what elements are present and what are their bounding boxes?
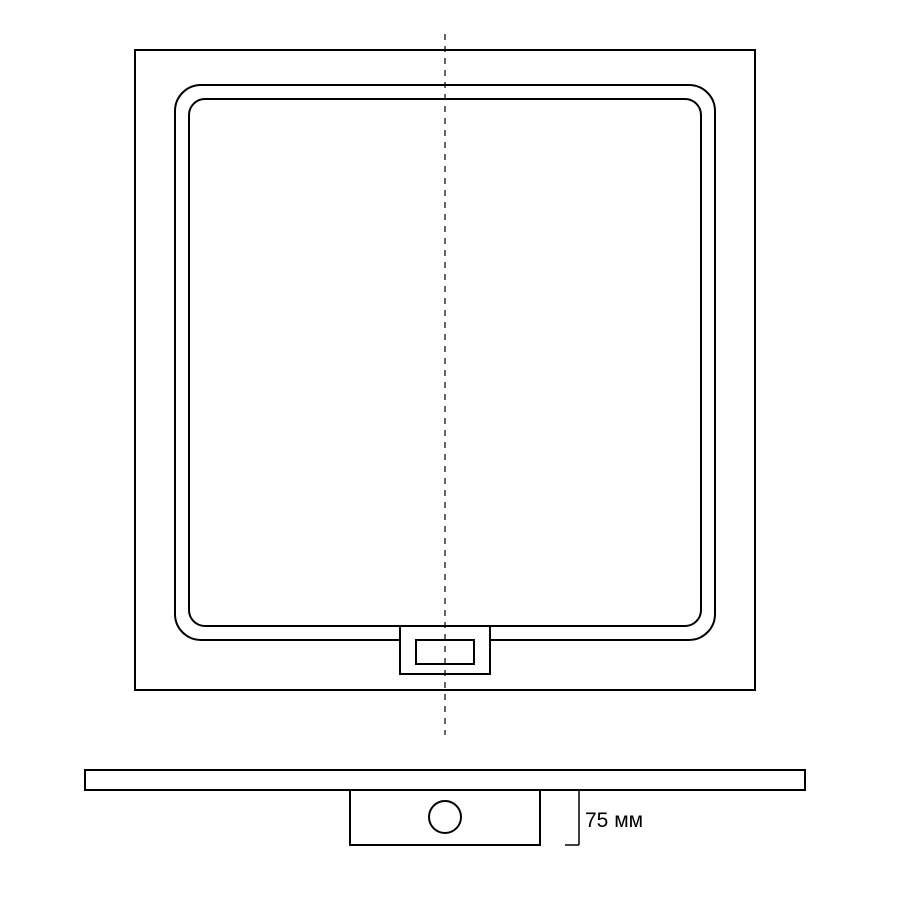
sideview-top-plate [85,770,805,790]
sideview-drain-hole [429,801,461,833]
sideview-drain-box [350,790,540,845]
dim-label: 75 мм [585,809,643,832]
technical-drawing: 75 мм [0,0,900,900]
